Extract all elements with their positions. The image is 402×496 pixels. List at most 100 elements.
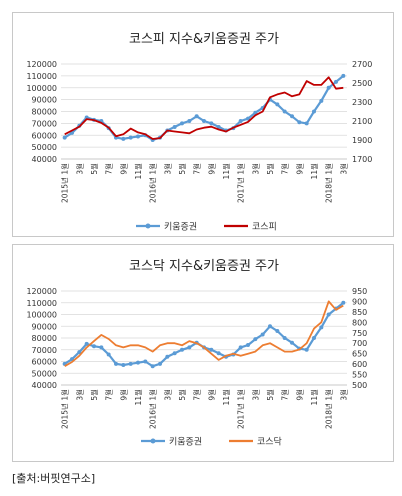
legend-label: 키움증권 (169, 436, 202, 448)
kospi-chart-panel: 코스피 지수&키움증권 주가 40000 50000 60000 70000 80000 9… (12, 12, 394, 237)
y-right-tick-label: 500 (352, 381, 367, 390)
data-point (136, 360, 140, 365)
y-right-tick-label: 2700 (352, 60, 372, 69)
x-tick-label: 2016년 1월 (148, 163, 158, 203)
x-tick-label: 2015년 1월 (60, 163, 70, 203)
y-left-tick-label: 120000 (26, 287, 57, 296)
y-right-tick-label: 550 (352, 371, 367, 380)
x-tick-label: 3월 (74, 163, 84, 175)
data-point (158, 361, 162, 366)
data-point (172, 124, 177, 129)
data-point (260, 332, 265, 337)
x-tick-label: 3월 (162, 389, 172, 401)
chart-title: 코스피 지수&키움증권 주가 (129, 32, 279, 47)
data-point (253, 337, 258, 342)
data-point (253, 110, 258, 115)
data-point (238, 119, 243, 123)
x-tick-label: 9월 (206, 163, 216, 175)
data-point (150, 364, 155, 369)
x-tick-label: 7월 (104, 389, 114, 401)
y-left-tick-label: 70000 (32, 119, 57, 128)
y-right-tick-label: 2300 (352, 98, 372, 107)
x-tick-label: 11월 (221, 389, 231, 406)
data-point (62, 135, 67, 140)
data-point (209, 121, 214, 126)
x-tick-label: 11월 (309, 389, 319, 406)
data-point (334, 79, 338, 84)
y-left-tick-label: 100000 (26, 311, 57, 320)
y-left-tick-label: 110000 (26, 299, 57, 308)
y-right-tick-label: 650 (352, 350, 367, 359)
x-tick-label: 7월 (280, 163, 290, 175)
series-line-0 (64, 301, 344, 368)
y-right-tick-label: 1700 (352, 155, 372, 164)
x-tick-label: 2018년 1월 (324, 163, 334, 203)
x-tick-label: 11월 (133, 389, 143, 406)
data-point (238, 345, 243, 350)
x-tick-label: 5월 (89, 389, 99, 401)
data-point (319, 98, 324, 103)
x-tick-label: 9월 (294, 163, 304, 175)
x-tick-label: 3월 (250, 389, 260, 401)
y-right-tick-label: 900 (352, 297, 367, 306)
data-point (202, 119, 206, 123)
y-right-tick-label: 2100 (352, 117, 372, 126)
data-point (128, 135, 133, 140)
x-tick-label: 3월 (338, 163, 348, 175)
data-point (275, 328, 280, 333)
x-tick-label: 2016년 1월 (148, 389, 158, 429)
legend-item: 키움증권 (136, 221, 197, 233)
legend-label: 코스피 (252, 222, 277, 233)
legend-label: 코스닥 (257, 437, 282, 448)
data-point (312, 336, 316, 340)
data-point (121, 363, 126, 368)
y-left-tick-label: 50000 (32, 369, 57, 378)
data-point (304, 347, 309, 352)
data-point (290, 114, 294, 119)
legend-label: 키움증권 (164, 221, 197, 233)
data-point (106, 352, 111, 357)
x-tick-label: 5월 (265, 163, 275, 175)
data-point (180, 121, 184, 126)
data-point (187, 345, 192, 350)
x-tick-label: 9월 (294, 389, 304, 401)
legend-marker (150, 438, 156, 444)
x-tick-label: 5월 (89, 163, 99, 175)
data-point (341, 73, 346, 78)
y-right-tick-label: 750 (352, 329, 367, 338)
legend-marker (145, 223, 151, 229)
data-point (128, 361, 133, 366)
series-line-1 (64, 76, 344, 140)
x-tick-label: 3월 (162, 163, 172, 175)
x-tick-label: 7월 (104, 163, 114, 175)
y-left-tick-label: 60000 (32, 131, 57, 140)
data-point (84, 341, 89, 346)
data-point (99, 345, 104, 350)
data-point (165, 354, 170, 359)
data-point (143, 359, 148, 364)
chart-title: 코스닥 지수&키움증권 주가 (129, 259, 279, 274)
y-left-tick-label: 110000 (26, 72, 57, 81)
data-point (326, 312, 331, 317)
data-point (216, 351, 221, 356)
data-point (194, 114, 199, 119)
data-point (246, 343, 250, 348)
x-tick-label: 9월 (206, 389, 216, 401)
data-point (121, 136, 126, 141)
data-point (326, 85, 331, 90)
data-point (172, 351, 177, 356)
data-point (136, 134, 140, 139)
series-line-0 (64, 75, 344, 142)
y-right-tick-label: 2500 (352, 79, 372, 88)
legend-item: 코스피 (224, 222, 277, 233)
y-right-tick-label: 800 (352, 318, 367, 327)
data-point (114, 361, 118, 366)
y-left-tick-label: 90000 (32, 322, 57, 331)
y-left-tick-label: 70000 (32, 346, 57, 355)
x-tick-label: 2018년 1월 (324, 389, 334, 429)
kospi-kiwoom-chart: 코스피 지수&키움증권 주가 40000 50000 60000 70000 80000 9… (26, 32, 372, 233)
y-left-tick-label: 40000 (32, 155, 57, 164)
y-left-tick-label: 80000 (32, 108, 57, 117)
x-tick-label: 11월 (221, 163, 231, 180)
y-left-tick-label: 90000 (32, 96, 57, 105)
